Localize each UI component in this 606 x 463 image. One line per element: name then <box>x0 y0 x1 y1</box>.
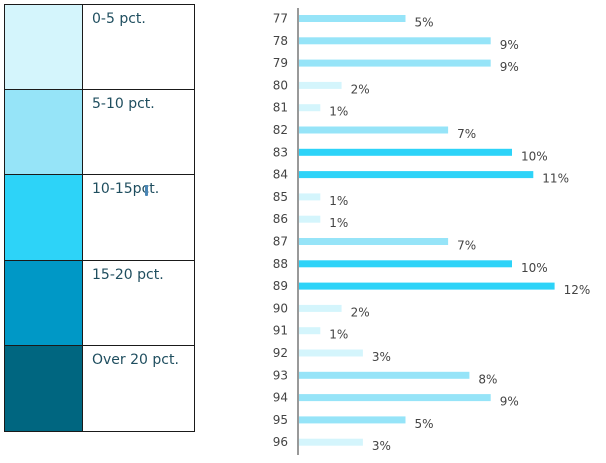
y-tick-label: 93 <box>273 368 288 382</box>
bar-value-label: 10% <box>521 149 548 163</box>
y-tick-label: 77 <box>273 12 288 26</box>
y-tick-label: 96 <box>273 435 288 449</box>
color-legend: 0-5 pct. 5-10 pct. 10-15pct. 15-20 pct. Over… <box>4 4 195 432</box>
bars-layer: 77 5% 78 9% 79 9% 80 2% 81 1% 82 7% 83 10% 84 11% 85 1% 86… <box>273 12 591 454</box>
bar <box>299 304 342 312</box>
y-tick-label: 81 <box>273 101 288 115</box>
legend-swatch <box>4 4 83 90</box>
bar <box>299 37 491 45</box>
bar <box>299 260 512 268</box>
bar-value-label: 1% <box>329 216 348 230</box>
bar-value-label: 9% <box>500 395 519 409</box>
bar-value-label: 5% <box>415 16 434 30</box>
y-tick-label: 83 <box>273 145 288 159</box>
bar <box>299 148 512 156</box>
legend-row: 0-5 pct. <box>4 4 195 90</box>
y-tick-label: 92 <box>273 346 288 360</box>
bar-value-label: 10% <box>521 261 548 275</box>
bar <box>299 193 321 201</box>
bar-value-label: 8% <box>478 372 497 386</box>
bar-value-label: 2% <box>351 305 370 319</box>
legend-row: 15-20 pct. <box>4 260 195 346</box>
y-tick-label: 78 <box>273 34 288 48</box>
legend-swatch <box>4 89 83 175</box>
y-tick-label: 89 <box>273 279 288 293</box>
legend-label: Over 20 pct. <box>92 352 179 368</box>
bar <box>299 81 342 89</box>
bar <box>299 238 449 245</box>
legend-row: Over 20 pct. <box>4 345 195 432</box>
bar <box>299 371 470 379</box>
bar-value-label: 3% <box>372 350 391 364</box>
y-tick-label: 84 <box>273 168 288 182</box>
legend-label: 10-15pct. <box>92 181 160 197</box>
legend-swatch <box>4 260 83 346</box>
y-tick-label: 95 <box>273 413 288 427</box>
y-tick-label: 90 <box>273 301 288 315</box>
bar-value-label: 11% <box>542 172 569 186</box>
y-tick-label: 88 <box>273 257 288 271</box>
y-tick-label: 80 <box>273 78 288 92</box>
y-tick-label: 82 <box>273 123 288 137</box>
y-tick-label: 94 <box>273 391 288 405</box>
bar <box>299 327 321 335</box>
bar-value-label: 1% <box>329 328 348 342</box>
legend-label: 0-5 pct. <box>92 11 146 27</box>
bar-value-label: 9% <box>500 60 519 74</box>
bar <box>299 171 534 179</box>
bar <box>299 215 321 223</box>
legend-label: 15-20 pct. <box>92 267 164 283</box>
y-tick-label: 86 <box>273 212 288 226</box>
bar <box>299 349 363 357</box>
y-tick-label: 91 <box>273 324 288 338</box>
bar-value-label: 9% <box>500 38 519 52</box>
bar <box>299 15 406 22</box>
legend-label: 5-10 pct. <box>92 96 155 112</box>
bar-value-label: 7% <box>457 127 476 141</box>
y-tick-label: 85 <box>273 190 288 204</box>
bar <box>299 104 321 112</box>
legend-row: 5-10 pct. <box>4 89 195 175</box>
bar <box>299 282 555 290</box>
bar <box>299 394 491 402</box>
text-cursor-marker <box>145 185 148 196</box>
bar <box>299 416 406 424</box>
bar-value-label: 2% <box>351 82 370 96</box>
bar-value-label: 3% <box>372 439 391 453</box>
bar-value-label: 12% <box>564 283 591 297</box>
bar <box>299 126 449 134</box>
legend-row: 10-15pct. <box>4 174 195 261</box>
bar <box>299 438 363 446</box>
bar-value-label: 1% <box>329 105 348 119</box>
y-tick-label: 79 <box>273 56 288 70</box>
legend-swatch <box>4 345 83 432</box>
bar-value-label: 5% <box>415 417 434 431</box>
bar-value-label: 1% <box>329 194 348 208</box>
bar-value-label: 7% <box>457 239 476 253</box>
y-tick-label: 87 <box>273 235 288 249</box>
bar <box>299 59 491 67</box>
